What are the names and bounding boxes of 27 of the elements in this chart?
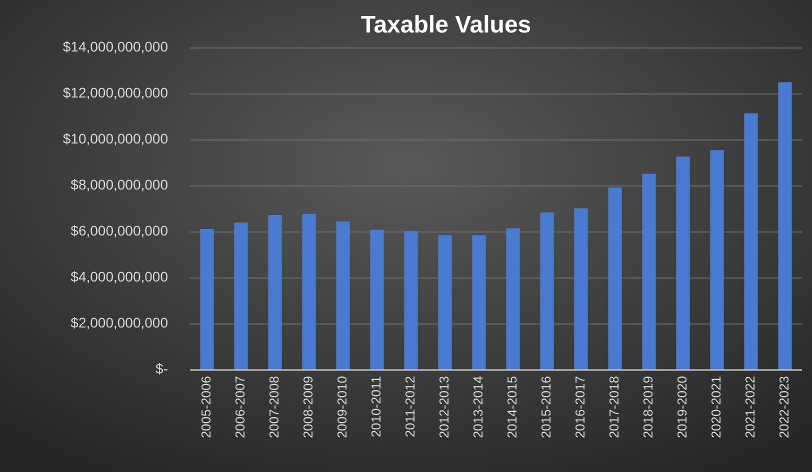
- x-tick-label: 2020-2021: [708, 376, 724, 438]
- y-tick-label: $8,000,000,000: [70, 176, 168, 193]
- y-tick-label: $4,000,000,000: [70, 268, 168, 285]
- y-tick-label: $6,000,000,000: [70, 222, 168, 239]
- y-tick-label: $-: [156, 360, 168, 377]
- x-tick-label: 2019-2020: [674, 376, 690, 438]
- x-tick-label: 2010-2011: [368, 376, 384, 438]
- x-tick-label: 2012-2013: [436, 376, 452, 438]
- x-tick-label: 2005-2006: [198, 376, 214, 438]
- x-tick-label: 2022-2023: [776, 376, 792, 438]
- x-tick-label: 2014-2015: [504, 376, 520, 438]
- y-tick-label: $12,000,000,000: [62, 84, 168, 101]
- y-tick-label: $14,000,000,000: [62, 38, 168, 55]
- x-tick-label: 2021-2022: [742, 376, 758, 438]
- x-tick-label: 2006-2007: [232, 376, 248, 438]
- x-tick-label: 2013-2014: [470, 376, 486, 438]
- x-tick-label: 2007-2008: [266, 376, 282, 438]
- x-tick-label: 2015-2016: [538, 376, 554, 438]
- x-tick-label: 2017-2018: [606, 376, 622, 438]
- chart-title: Taxable Values: [360, 11, 532, 38]
- x-tick-label: 2011-2012: [402, 376, 418, 438]
- y-tick-label: $10,000,000,000: [62, 130, 168, 147]
- x-tick-label: 2008-2009: [300, 376, 316, 438]
- x-tick-label: 2016-2017: [572, 376, 588, 438]
- y-tick-label: $2,000,000,000: [70, 314, 168, 331]
- x-tick-label: 2018-2019: [640, 376, 656, 438]
- x-tick-label: 2009-2010: [334, 376, 350, 438]
